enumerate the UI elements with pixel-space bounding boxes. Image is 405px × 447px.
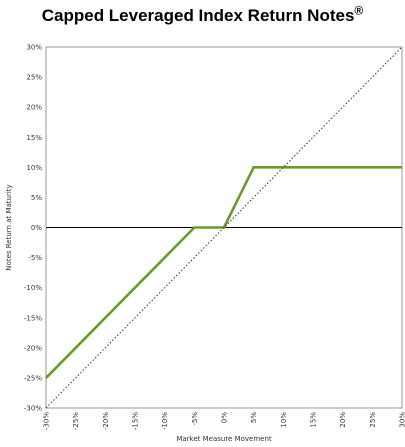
x-axis-ticks: -30% -25% -20% -15% -10% -5% 0% 5% 10% 15% 20% 25% 3… (43, 412, 405, 430)
chart-title-text: Capped Leveraged Index Return Notes (41, 6, 355, 25)
x-axis-label: Market Measure Movement (176, 435, 272, 443)
x-tick-label: -15% (132, 412, 140, 430)
y-axis-ticks: -30% -25% -20% -15% -10% -5% 0% 5% 10% 15% 20% 25% 3… (24, 44, 42, 413)
registered-mark: ® (354, 3, 364, 18)
x-tick-label: -25% (72, 412, 80, 430)
x-tick-label: -10% (161, 412, 169, 430)
y-tick-label: 20% (26, 104, 42, 112)
x-tick-label: 0% (221, 412, 229, 423)
y-tick-label: -10% (24, 284, 42, 292)
x-tick-label: -20% (102, 412, 110, 430)
x-tick-label: 10% (280, 412, 288, 428)
y-tick-label: -30% (24, 405, 42, 413)
x-tick-label: 5% (250, 412, 258, 423)
y-tick-label: 15% (26, 134, 42, 142)
y-tick-label: 30% (26, 44, 42, 52)
x-tick-label: 20% (339, 412, 347, 428)
y-tick-label: -15% (24, 314, 42, 322)
reference-line (45, 46, 403, 409)
x-tick-label: -5% (191, 412, 199, 426)
y-tick-label: 0% (31, 224, 42, 232)
chart-title: Capped Leveraged Index Return Notes® (0, 3, 405, 26)
y-tick-label: -5% (28, 254, 42, 262)
x-tick-label: 25% (369, 412, 377, 428)
x-tick-label: 15% (310, 412, 318, 428)
x-tick-label: -30% (43, 412, 51, 430)
y-tick-label: 10% (26, 164, 42, 172)
x-tick-label: 30% (399, 412, 405, 428)
y-tick-label: 25% (26, 74, 42, 82)
y-axis-label: Notes Return at Maturity (5, 184, 13, 270)
y-tick-label: 5% (31, 194, 42, 202)
y-tick-label: -25% (24, 374, 42, 382)
series-group (45, 46, 403, 409)
y-tick-label: -20% (24, 344, 42, 352)
payoff-line (45, 166, 402, 379)
